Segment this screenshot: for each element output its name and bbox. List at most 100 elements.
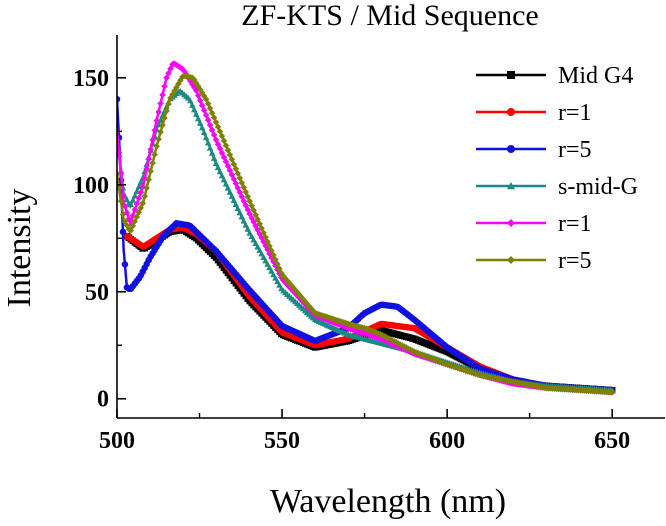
legend-label: r=5 xyxy=(558,137,592,163)
data-point xyxy=(155,108,162,116)
data-point xyxy=(117,170,121,178)
data-point xyxy=(194,92,202,99)
data-point xyxy=(216,128,224,135)
data-point xyxy=(143,165,150,172)
series-line-4 xyxy=(117,88,613,392)
data-point xyxy=(204,139,212,146)
data-point xyxy=(119,228,127,236)
data-point xyxy=(117,170,125,177)
data-point xyxy=(149,136,156,144)
x-tick-label: 500 xyxy=(99,428,135,454)
data-point xyxy=(208,126,216,134)
data-point xyxy=(234,170,242,177)
data-point xyxy=(196,119,204,126)
data-point xyxy=(216,168,224,175)
data-point xyxy=(202,134,210,141)
data-point xyxy=(226,188,234,195)
y-tick-label: 100 xyxy=(73,173,109,199)
y-axis-label: Intensity xyxy=(1,189,38,308)
data-point xyxy=(157,100,164,107)
y-tick-label: 0 xyxy=(97,387,109,413)
data-point xyxy=(204,116,212,124)
data-point xyxy=(222,142,230,149)
data-point xyxy=(147,146,154,153)
series-3 xyxy=(117,95,616,394)
data-point xyxy=(161,83,168,90)
legend-item-4: s-mid-G xyxy=(476,174,638,200)
data-point xyxy=(212,119,220,126)
data-point xyxy=(131,206,139,214)
data-point xyxy=(135,195,143,202)
data-point xyxy=(194,115,202,122)
legend: Mid G4 r=1 r=5 s-mid-G r=1 r=5 xyxy=(476,63,638,274)
legend-label: r=5 xyxy=(558,248,592,274)
legend-marker xyxy=(507,219,515,227)
data-point xyxy=(214,164,222,171)
legend-label: r=1 xyxy=(558,211,592,237)
data-point xyxy=(147,168,154,175)
data-point xyxy=(131,192,139,199)
legend-item-2: r=1 xyxy=(476,100,592,126)
y-tick-label: 50 xyxy=(85,280,109,306)
data-point xyxy=(210,114,218,121)
data-point xyxy=(208,149,216,156)
data-point xyxy=(117,197,125,205)
data-point xyxy=(208,109,216,117)
data-point xyxy=(137,189,145,196)
data-point xyxy=(121,202,129,210)
legend-marker xyxy=(507,256,515,264)
data-point xyxy=(155,135,162,143)
data-point xyxy=(220,137,228,145)
data-point xyxy=(232,165,240,172)
data-point xyxy=(230,197,238,203)
data-point xyxy=(240,184,248,191)
data-point xyxy=(244,193,251,200)
data-point xyxy=(145,155,152,163)
data-point xyxy=(159,121,166,129)
x-axis-label: Wavelength (nm) xyxy=(270,483,506,520)
data-point xyxy=(236,209,244,216)
data-point xyxy=(151,126,158,134)
series-layer xyxy=(117,60,616,396)
data-point xyxy=(218,172,226,179)
x-tick-label: 600 xyxy=(429,428,465,454)
series-line-3 xyxy=(117,99,613,392)
y-tick-label: 150 xyxy=(73,66,109,92)
legend-marker xyxy=(507,182,515,190)
data-point xyxy=(190,106,198,113)
data-point xyxy=(226,151,234,159)
data-point xyxy=(244,225,251,232)
data-point xyxy=(196,97,204,104)
data-point xyxy=(157,128,164,136)
data-point xyxy=(161,114,168,122)
data-point xyxy=(143,184,150,192)
data-point xyxy=(119,211,127,218)
data-point xyxy=(127,201,135,208)
data-point xyxy=(200,107,208,114)
data-point xyxy=(224,146,232,154)
data-point xyxy=(133,200,141,208)
x-tick-label: 650 xyxy=(594,428,630,454)
data-point xyxy=(189,101,196,108)
data-point xyxy=(238,213,246,220)
data-point xyxy=(163,107,170,115)
legend-item-1: Mid G4 xyxy=(476,63,633,89)
legend-marker xyxy=(507,145,515,153)
legend-label: Mid G4 xyxy=(558,63,633,89)
legend-item-3: r=5 xyxy=(476,137,592,163)
data-point xyxy=(192,110,200,117)
data-point xyxy=(230,160,238,168)
data-point xyxy=(117,184,123,191)
data-point xyxy=(117,95,121,103)
data-point xyxy=(234,205,242,212)
legend-label: s-mid-G xyxy=(558,174,638,200)
data-point xyxy=(135,183,143,190)
data-point xyxy=(206,121,214,129)
data-point xyxy=(141,193,148,200)
data-point xyxy=(123,196,131,203)
data-point xyxy=(232,201,240,208)
data-point xyxy=(159,91,166,99)
series-6 xyxy=(117,72,616,396)
data-point xyxy=(228,192,236,199)
